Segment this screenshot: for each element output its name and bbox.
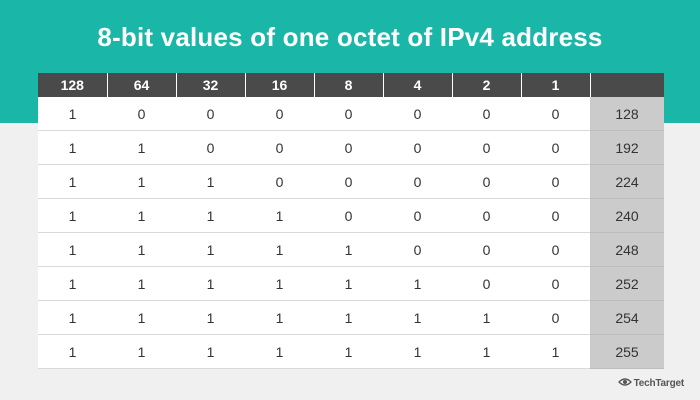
bit-cell: 0 — [383, 232, 452, 267]
octet-table: 128 64 32 16 8 4 2 1 1 0 0 0 0 0 0 0 128 1 1 0 0 0 0 0 0 192 1 1 1 0… — [38, 73, 664, 369]
bit-cell: 1 — [176, 164, 245, 199]
bit-cell: 1 — [38, 300, 107, 335]
bit-cell: 1 — [383, 334, 452, 369]
bit-cell: 1 — [176, 334, 245, 369]
bit-cell: 0 — [314, 97, 383, 131]
bit-cell: 1 — [107, 232, 176, 267]
bit-cell: 0 — [314, 164, 383, 199]
bit-cell: 1 — [314, 266, 383, 301]
decimal-value-cell: 224 — [590, 164, 664, 199]
bit-cell: 1 — [38, 97, 107, 131]
bit-cell: 0 — [314, 130, 383, 165]
bit-cell: 0 — [452, 130, 521, 165]
decimal-value-cell: 255 — [590, 334, 664, 369]
table-row: 1 1 1 1 1 0 0 0 248 — [38, 232, 664, 267]
bit-cell: 0 — [383, 130, 452, 165]
bit-cell: 1 — [245, 198, 314, 233]
bit-cell: 0 — [521, 266, 590, 301]
header-cell-bit-weight: 2 — [452, 73, 522, 97]
bit-cell: 1 — [107, 198, 176, 233]
decimal-value-cell: 252 — [590, 266, 664, 301]
bit-cell: 1 — [107, 300, 176, 335]
octet-table-container: 128 64 32 16 8 4 2 1 1 0 0 0 0 0 0 0 128 1 1 0 0 0 0 0 0 192 1 1 1 0… — [38, 73, 664, 369]
bit-cell: 1 — [38, 232, 107, 267]
bit-cell: 1 — [176, 300, 245, 335]
bit-cell: 0 — [521, 300, 590, 335]
table-row: 1 1 1 1 0 0 0 0 240 — [38, 198, 664, 233]
bit-cell: 1 — [245, 334, 314, 369]
bit-cell: 0 — [521, 130, 590, 165]
bit-cell: 1 — [38, 334, 107, 369]
bit-cell: 1 — [314, 300, 383, 335]
table-row: 1 1 1 0 0 0 0 0 224 — [38, 164, 664, 199]
page-title: 8-bit values of one octet of IPv4 addres… — [97, 22, 603, 52]
table-header-row: 128 64 32 16 8 4 2 1 — [38, 73, 664, 97]
bit-cell: 1 — [107, 266, 176, 301]
bit-cell: 0 — [452, 198, 521, 233]
header-cell-bit-weight: 64 — [107, 73, 177, 97]
table-row: 1 1 0 0 0 0 0 0 192 — [38, 130, 664, 165]
decimal-value-cell: 240 — [590, 198, 664, 233]
bit-cell: 0 — [452, 266, 521, 301]
bit-cell: 0 — [521, 164, 590, 199]
decimal-value-cell: 192 — [590, 130, 664, 165]
bit-cell: 1 — [107, 334, 176, 369]
bit-cell: 1 — [176, 198, 245, 233]
bit-cell: 0 — [521, 198, 590, 233]
header-cell-bit-weight: 4 — [383, 73, 453, 97]
header-cell-bit-weight: 128 — [38, 73, 108, 97]
bit-cell: 1 — [107, 164, 176, 199]
techtarget-logo: TechTarget — [617, 374, 685, 392]
bit-cell: 0 — [383, 198, 452, 233]
header-cell-total — [590, 73, 664, 97]
bit-cell: 1 — [452, 334, 521, 369]
bit-cell: 0 — [176, 130, 245, 165]
table-row: 1 0 0 0 0 0 0 0 128 — [38, 97, 664, 131]
bit-cell: 0 — [383, 97, 452, 131]
bit-cell: 1 — [383, 266, 452, 301]
bit-cell: 1 — [38, 266, 107, 301]
bit-cell: 0 — [452, 232, 521, 267]
bit-cell: 0 — [314, 198, 383, 233]
header-cell-bit-weight: 8 — [314, 73, 384, 97]
bit-cell: 0 — [107, 97, 176, 131]
bit-cell: 0 — [383, 164, 452, 199]
header-cell-bit-weight: 1 — [521, 73, 591, 97]
bit-cell: 0 — [521, 232, 590, 267]
bit-cell: 1 — [176, 232, 245, 267]
bit-cell: 1 — [245, 266, 314, 301]
bit-cell: 1 — [176, 266, 245, 301]
table-row: 1 1 1 1 1 1 1 1 255 — [38, 334, 664, 369]
decimal-value-cell: 128 — [590, 97, 664, 131]
bit-cell: 1 — [383, 300, 452, 335]
bit-cell: 1 — [38, 164, 107, 199]
brand-name: TechTarget — [633, 377, 685, 389]
bit-cell: 1 — [38, 130, 107, 165]
bit-cell: 1 — [521, 334, 590, 369]
bit-cell: 1 — [314, 232, 383, 267]
bit-cell: 0 — [452, 97, 521, 131]
bit-cell: 1 — [245, 232, 314, 267]
decimal-value-cell: 248 — [590, 232, 664, 267]
bit-cell: 1 — [314, 334, 383, 369]
table-row: 1 1 1 1 1 1 1 0 254 — [38, 300, 664, 335]
bit-cell: 0 — [521, 97, 590, 131]
bit-cell: 0 — [245, 164, 314, 199]
bit-cell: 1 — [38, 198, 107, 233]
header-cell-bit-weight: 16 — [245, 73, 315, 97]
bit-cell: 0 — [245, 97, 314, 131]
bit-cell: 1 — [245, 300, 314, 335]
bit-cell: 1 — [452, 300, 521, 335]
eye-icon — [617, 374, 632, 392]
decimal-value-cell: 254 — [590, 300, 664, 335]
header-cell-bit-weight: 32 — [176, 73, 246, 97]
bit-cell: 0 — [176, 97, 245, 131]
bit-cell: 0 — [245, 130, 314, 165]
bit-cell: 0 — [452, 164, 521, 199]
table-row: 1 1 1 1 1 1 0 0 252 — [38, 266, 664, 301]
bit-cell: 1 — [107, 130, 176, 165]
